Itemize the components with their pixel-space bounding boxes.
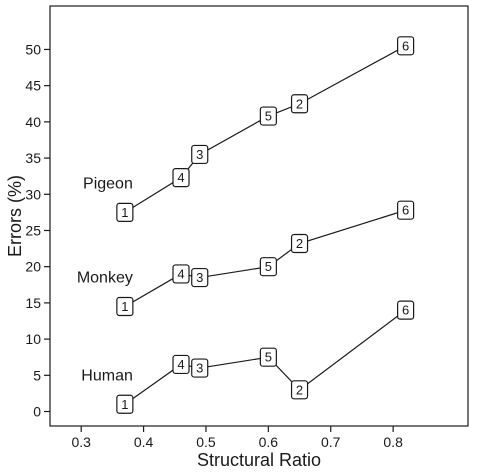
- data-point-label: 1: [121, 299, 128, 314]
- data-point-marker: [191, 267, 209, 288]
- series-pigeon: 1 43 5 2 6 Pigeon: [83, 36, 415, 222]
- data-point-marker: [191, 358, 209, 378]
- data-point-label: 3: [196, 361, 203, 376]
- data-point-label: 1: [121, 397, 128, 412]
- data-point-marker: [172, 354, 190, 375]
- y-tick-label: 5: [33, 367, 41, 383]
- data-point-label: 4: [177, 266, 184, 281]
- x-tick-label: 0.8: [383, 434, 403, 450]
- y-tick-label: 50: [25, 41, 41, 57]
- data-point-label: 6: [402, 38, 409, 53]
- data-point-marker: [191, 144, 209, 165]
- x-tick-label: 0.6: [259, 434, 279, 450]
- data-point-marker: [259, 257, 277, 277]
- data-point-marker: [290, 233, 309, 254]
- y-tick-label: 35: [25, 150, 41, 166]
- data-point-label: 6: [402, 203, 409, 218]
- y-tick-label: 0: [33, 404, 41, 420]
- data-point-marker: [259, 347, 277, 367]
- data-point-marker: [397, 36, 415, 56]
- data-point-marker: [172, 264, 190, 284]
- data-point-label: 2: [296, 96, 303, 111]
- x-tick-label: 0.7: [321, 434, 341, 450]
- y-tick-label: 40: [25, 114, 41, 130]
- y-axis-ticks: 0 5 10 15 20 25 30 35 40 45 50: [25, 41, 50, 420]
- series-monkey: 1 4 3 5 2 6 Monkey: [77, 200, 415, 317]
- data-point-label: 6: [402, 303, 409, 318]
- y-tick-label: 20: [25, 259, 41, 275]
- x-tick-label: 0.3: [71, 434, 91, 450]
- series-line-human: [124, 309, 406, 405]
- y-tick-label: 30: [25, 186, 41, 202]
- data-point-marker: [116, 394, 134, 414]
- data-point-marker: [172, 168, 190, 188]
- data-point-marker: [290, 94, 309, 114]
- data-point-marker: [116, 202, 134, 222]
- data-point-label: 3: [196, 270, 203, 285]
- data-point-label: 4: [177, 170, 184, 185]
- data-point-marker: [397, 300, 415, 320]
- data-point-label: 1: [121, 205, 128, 220]
- series-line-pigeon: [124, 45, 406, 213]
- data-point-marker: [290, 380, 309, 400]
- x-axis-ticks: 0.3 0.4 0.5 0.6 0.7 0.8: [71, 426, 403, 450]
- data-point-label: 2: [296, 236, 303, 251]
- y-tick-label: 15: [25, 295, 41, 311]
- data-point-label: 4: [177, 357, 184, 372]
- y-tick-label: 10: [25, 331, 41, 347]
- x-axis-label: Structural Ratio: [197, 450, 321, 470]
- data-point-label: 3: [196, 147, 203, 162]
- data-point-marker: [397, 200, 415, 220]
- data-point-label: 2: [296, 382, 303, 397]
- y-axis-label: Errors (%): [5, 175, 25, 257]
- data-point-label: 5: [265, 350, 272, 365]
- data-point-label: 5: [265, 109, 272, 124]
- series-label: Monkey: [77, 270, 133, 287]
- y-tick-label: 45: [25, 78, 41, 94]
- series-label: Pigeon: [83, 175, 133, 192]
- data-point-label: 5: [265, 259, 272, 274]
- series-label: Human: [81, 367, 133, 384]
- series-human: 1 4 3 5 2 6 Human: [81, 300, 415, 414]
- x-tick-label: 0.5: [196, 434, 216, 450]
- series-line-monkey: [124, 209, 406, 308]
- plot-frame: [49, 5, 469, 427]
- y-tick-label: 25: [25, 222, 41, 238]
- x-tick-label: 0.4: [134, 434, 154, 450]
- data-point-marker: [259, 106, 277, 126]
- data-point-marker: [116, 296, 134, 317]
